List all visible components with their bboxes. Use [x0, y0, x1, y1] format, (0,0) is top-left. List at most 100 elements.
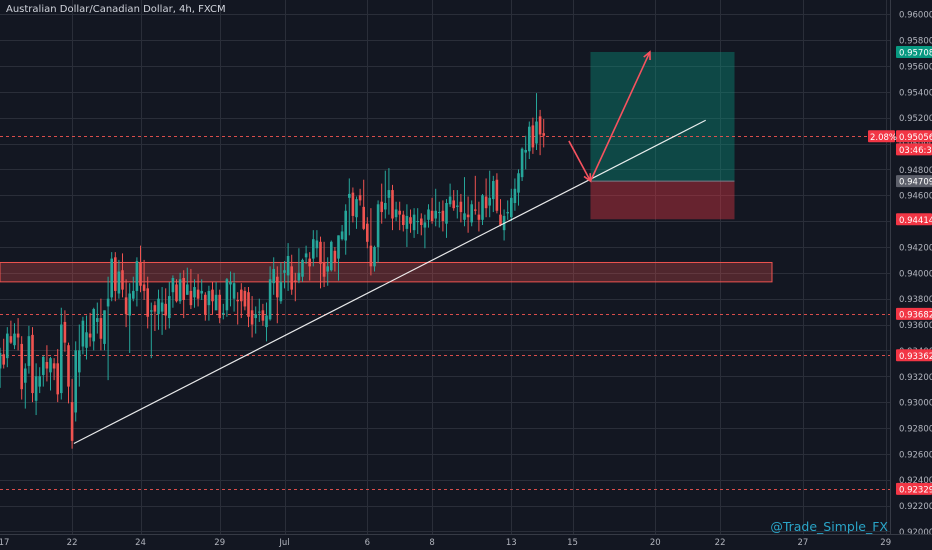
- price-label-badge[interactable]: [896, 45, 932, 58]
- candle-bear: [175, 284, 178, 302]
- arrow-segment[interactable]: [589, 51, 651, 182]
- price-label-badge[interactable]: [896, 143, 932, 156]
- candle-bear: [351, 192, 355, 216]
- trendline[interactable]: [73, 119, 706, 445]
- price-label-text: 0.92329: [899, 485, 932, 495]
- candle-bull: [132, 290, 135, 299]
- candle-bull: [488, 197, 491, 206]
- price-tick-label: 0.94200: [899, 243, 932, 253]
- candle-bear: [9, 336, 13, 343]
- candle-bull: [214, 294, 218, 311]
- candle-bull: [448, 196, 452, 205]
- long-position-tool[interactable]: [590, 51, 735, 220]
- candle-bull: [510, 197, 513, 218]
- price-tick-label: 0.93600: [899, 321, 932, 331]
- candle-bull: [222, 312, 225, 315]
- candle-bull: [117, 271, 121, 294]
- candle-bear: [196, 289, 200, 299]
- candle-bear: [70, 402, 74, 441]
- percent-change-badge[interactable]: [868, 130, 895, 143]
- time-tick-label: Jul: [278, 538, 289, 548]
- price-label-badge[interactable]: [896, 213, 932, 226]
- candle-bear: [88, 333, 92, 338]
- candle-bear: [290, 266, 293, 290]
- candle-bull: [337, 235, 340, 259]
- target-zone[interactable]: [590, 51, 735, 182]
- price-label-badge[interactable]: [896, 349, 932, 362]
- candle-bear: [276, 276, 279, 298]
- candle-bull: [326, 266, 329, 272]
- candle-bull: [279, 281, 283, 302]
- time-tick-label: 17: [0, 538, 9, 548]
- support-zone[interactable]: [0, 261, 773, 283]
- candle-bull: [434, 210, 437, 219]
- candle-bear: [294, 280, 297, 282]
- price-tick-label: 0.94800: [899, 166, 932, 176]
- candle-bear: [20, 343, 23, 390]
- price-label-badge[interactable]: [896, 175, 932, 188]
- candle-bull: [200, 290, 203, 294]
- candle-bear: [441, 210, 445, 222]
- candle-bull: [520, 148, 524, 178]
- candle-bear: [466, 214, 470, 218]
- candle-bear: [124, 297, 128, 315]
- candle-bull: [6, 333, 9, 359]
- time-tick-label: 20: [650, 538, 661, 548]
- price-tick-label: 0.92200: [899, 502, 932, 512]
- candle-bear: [380, 201, 383, 213]
- time-tick-label: 29: [214, 538, 225, 548]
- candle-bear: [358, 195, 362, 201]
- candle-bull: [103, 310, 106, 344]
- candle-bear: [182, 277, 185, 300]
- time-tick-label: 24: [135, 538, 146, 548]
- candle-bull: [157, 298, 160, 315]
- arrow-segment[interactable]: [568, 140, 592, 182]
- time-axis[interactable]: 17 22 24 29 Jul 6 8 13 15 20 22 27 29: [0, 534, 932, 550]
- candle-bull: [27, 336, 31, 366]
- price-label-badge[interactable]: [896, 307, 932, 320]
- candle-bear: [420, 218, 423, 225]
- candle-bear: [250, 310, 254, 325]
- candle-bull: [423, 222, 427, 228]
- zone-rect[interactable]: [0, 261, 773, 283]
- price-label-text: 0.95056: [899, 133, 932, 143]
- candle-bear: [366, 223, 369, 242]
- candle-bull: [160, 302, 164, 312]
- candle-bull: [524, 149, 527, 153]
- candle-bull: [85, 332, 88, 348]
- candle-bull: [49, 358, 52, 373]
- candle-bull: [355, 199, 358, 218]
- candle-bear: [402, 214, 405, 225]
- price-label-text: 03:46:37: [899, 146, 932, 156]
- price-tick-label: 0.95200: [899, 114, 932, 124]
- trendline-segment[interactable]: [73, 119, 706, 445]
- projection-arrow[interactable]: [568, 50, 651, 183]
- symbol-title: Australian Dollar/Canadian Dollar, 4h, F…: [6, 4, 226, 15]
- candle-bull: [405, 215, 409, 229]
- candle-bull: [171, 277, 175, 293]
- candle-bull: [110, 258, 113, 298]
- price-tick-label: 0.93800: [899, 295, 932, 305]
- price-label-badge[interactable]: [896, 482, 932, 495]
- candle-bull: [178, 279, 182, 302]
- horizontal-levels[interactable]: [0, 136, 890, 490]
- price-tick-label: 0.94000: [899, 269, 932, 279]
- price-tick-label: 0.95800: [899, 37, 932, 47]
- candle-bull: [265, 315, 268, 328]
- candle-bear: [142, 284, 146, 291]
- price-label-badge[interactable]: [896, 130, 932, 143]
- candle-bear: [236, 299, 239, 302]
- stop-zone[interactable]: [590, 181, 735, 220]
- candle-bull: [344, 210, 347, 241]
- candle-bear: [322, 262, 326, 277]
- candle-bull: [470, 204, 473, 223]
- candle-bear: [52, 363, 56, 369]
- price-axis[interactable]: 0.96000 0.95800 0.95600 0.95400 0.95200 0.950…: [868, 0, 932, 550]
- time-tick-label: 13: [506, 538, 517, 548]
- candle-bull: [535, 121, 538, 144]
- candle-bear: [474, 209, 477, 211]
- candle-bear: [121, 270, 124, 290]
- price-tick-label: 0.93200: [899, 373, 932, 383]
